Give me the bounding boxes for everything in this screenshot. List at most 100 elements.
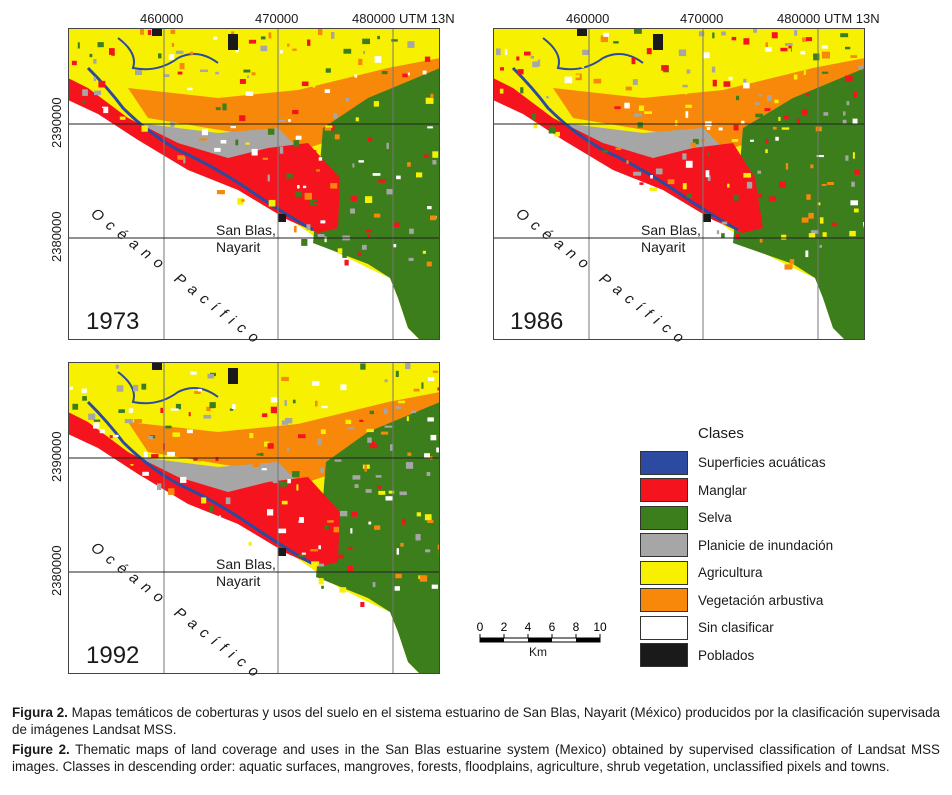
town-marker (228, 34, 238, 50)
land-cover-speckle (306, 224, 311, 230)
land-cover-speckle (750, 139, 754, 142)
land-cover-speckle (602, 150, 609, 153)
land-cover-speckle (264, 441, 270, 447)
scale-unit: Km (529, 645, 547, 659)
land-cover-speckle (239, 79, 246, 84)
land-cover-speckle (614, 106, 621, 110)
land-cover-speckle (412, 588, 415, 594)
land-cover-speckle (842, 119, 847, 124)
land-cover-speckle (417, 398, 422, 402)
land-cover-speckle (548, 126, 556, 134)
land-cover-speckle (286, 173, 293, 179)
land-cover-speckle (422, 576, 426, 582)
land-cover-speckle (202, 439, 210, 444)
legend-label: Vegetación arbustiva (698, 592, 824, 608)
land-cover-speckle (283, 228, 287, 236)
land-cover-speckle (613, 41, 619, 44)
land-cover-speckle (267, 174, 270, 182)
land-cover-speckle (646, 48, 652, 55)
land-cover-speckle (772, 126, 777, 130)
land-cover-speckle (330, 124, 335, 131)
land-cover-speckle (375, 475, 382, 478)
land-cover-speckle (303, 185, 307, 189)
land-cover-speckle (281, 500, 288, 505)
land-cover-speckle (201, 497, 207, 504)
river-water (117, 37, 219, 71)
scale-tick-label: 10 (593, 620, 607, 634)
land-cover-speckle (396, 175, 401, 180)
land-cover-speckle (93, 422, 100, 429)
x-tick-460000-1973: 460000 (140, 11, 184, 26)
estuary-water (86, 66, 314, 232)
land-cover-speckle (765, 138, 769, 144)
land-cover-speckle (813, 53, 820, 61)
land-cover-speckle (360, 602, 365, 607)
land-cover-speckle (377, 35, 380, 40)
land-cover-speckle (241, 199, 245, 202)
legend-swatch (640, 560, 688, 585)
land-cover-speckle (582, 49, 590, 55)
land-cover-speckle (845, 46, 851, 50)
land-cover-speckle (342, 253, 347, 258)
town-marker (152, 362, 162, 370)
land-cover-speckle (624, 102, 630, 109)
land-cover-speckle (771, 32, 778, 39)
land-cover-speckle (423, 39, 431, 46)
land-cover-speckle (270, 397, 279, 403)
land-cover-speckle (270, 406, 277, 414)
land-cover-speckle (437, 387, 440, 391)
land-cover-speckle (721, 31, 726, 36)
land-cover-speckle (355, 117, 359, 122)
land-cover-speckle (849, 230, 856, 237)
y-tick-2380000-1992: 2380000 (49, 545, 64, 596)
land-cover-speckle (148, 436, 153, 440)
land-cover-speckle (728, 76, 733, 81)
land-cover-speckle (260, 45, 268, 52)
land-cover-speckle (625, 86, 632, 91)
land-cover-speckle (821, 183, 827, 186)
land-cover-speckle (186, 429, 193, 434)
land-cover-speckle (175, 50, 184, 54)
land-cover-speckle (345, 97, 350, 102)
land-cover-speckle (245, 419, 251, 425)
land-cover-speckle (187, 87, 193, 91)
land-cover-speckle (109, 38, 114, 43)
land-cover-speckle (852, 152, 855, 159)
land-cover-speckle (292, 109, 299, 115)
land-cover-speckle (317, 438, 322, 446)
land-cover-speckle (133, 384, 139, 392)
land-cover-speckle (326, 57, 335, 64)
land-cover-speckle (805, 250, 809, 258)
land-cover-speckle (190, 51, 194, 55)
land-cover-speckle (257, 183, 263, 189)
land-cover-speckle (806, 37, 812, 42)
land-cover-speckle (293, 140, 300, 147)
land-cover-speckle (422, 70, 427, 75)
land-cover-speckle (781, 234, 787, 240)
land-cover-speckle (135, 70, 142, 75)
land-cover-speckle (738, 194, 745, 199)
land-cover-speckle (380, 431, 389, 435)
land-cover-speckle (297, 185, 300, 189)
y-tick-2390000-1973: 2390000 (49, 97, 64, 148)
land-cover-speckle (206, 406, 214, 412)
land-cover-speckle (287, 479, 291, 484)
land-cover-speckle (810, 164, 814, 169)
land-cover-speckle (532, 113, 536, 120)
land-cover-speckle (402, 73, 408, 78)
land-cover-speckle (344, 259, 349, 266)
land-cover-speckle (272, 481, 278, 484)
figure-caption: Figura 2. Mapas temáticos de coberturas … (12, 704, 940, 778)
land-cover-speckle (256, 453, 261, 456)
land-cover-speckle (854, 169, 861, 175)
land-cover-speckle (294, 53, 298, 56)
land-cover-speckle (193, 457, 198, 461)
land-cover-speckle (248, 39, 257, 44)
land-cover-speckle (822, 51, 830, 59)
land-cover-speckle (755, 113, 763, 118)
land-cover-speckle (600, 35, 608, 43)
land-cover-speckle (147, 29, 152, 35)
land-cover-speckle (757, 170, 762, 174)
land-cover-speckle (167, 451, 175, 457)
land-cover-speckle (188, 412, 191, 417)
